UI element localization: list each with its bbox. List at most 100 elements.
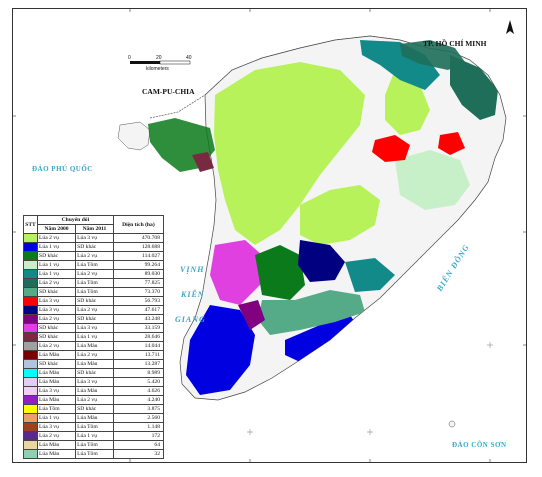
legend-color-box: [24, 414, 37, 422]
legend-swatch: [23, 305, 38, 315]
island-zone: [192, 152, 214, 172]
legend-from: SD khác: [36, 332, 77, 342]
legend-swatch: [23, 431, 38, 441]
legend-swatch: [23, 386, 38, 396]
legend-color-box: [24, 360, 37, 368]
legend-area: 172: [112, 431, 165, 441]
legend-from: Lúa 3 vụ: [36, 422, 77, 432]
legend-to: SD khác: [75, 314, 114, 324]
legend-area: 4.240: [112, 395, 165, 405]
legend-row: Lúa 2 vụ Lúa 3 vụ 470.708: [23, 233, 165, 243]
legend-area: 89.030: [112, 269, 165, 279]
legend-swatch: [23, 278, 38, 288]
legend-header-row: STT Chuyển đổi Diện tích (ha): [23, 215, 165, 234]
legend-swatch: [23, 314, 38, 324]
legend-from: Lúa Tôm: [36, 404, 77, 414]
zone-lua1-tom: [395, 150, 470, 210]
legend-area: 99.264: [112, 260, 165, 270]
legend-row: Lúa 2 vụ SD khác 43.248: [23, 314, 165, 324]
legend-row: Lúa 3 vụ Lúa Màu 4.626: [23, 386, 165, 396]
phu-quoc-island: [117, 121, 151, 151]
scale-tick-20: 20: [156, 55, 162, 61]
legend-swatch: [23, 269, 38, 279]
legend-row: SD khác Lúa 2 vụ 114.027: [23, 251, 165, 261]
legend-swatch: [23, 350, 38, 360]
label-con-son: ĐẢO CÔN SƠN: [452, 441, 507, 449]
legend-area: 2.560: [112, 413, 165, 423]
legend-color-box: [24, 288, 37, 296]
legend-area: 64: [112, 440, 165, 450]
zone-other-tom: [258, 290, 365, 335]
legend-to: Lúa 3 vụ: [75, 323, 114, 333]
legend-from: SD khác: [36, 359, 77, 369]
legend-color-box: [24, 441, 37, 449]
legend-from: Lúa Màu: [36, 368, 77, 378]
legend-row: Lúa 2 vụ Lúa Màu 14.044: [23, 341, 165, 351]
legend-color-box: [24, 396, 37, 404]
label-cambodia: CAM-PU-CHIA: [142, 87, 195, 96]
legend-col-2000: Năm 2000: [36, 224, 77, 234]
legend-color-box: [24, 324, 37, 332]
legend-row: Lúa 1 vụ Lúa 2 vụ 89.030: [23, 269, 165, 279]
legend-col-group: Chuyển đổi: [37, 215, 114, 225]
legend-swatch: [23, 422, 38, 432]
legend-color-box: [24, 378, 37, 386]
legend-swatch: [23, 368, 38, 378]
scale-bar: [130, 60, 191, 65]
label-gulf-2: KIÊN: [181, 290, 205, 299]
legend-to: Lúa 2 vụ: [75, 350, 114, 360]
legend-area: 14.044: [112, 341, 165, 351]
legend-swatch: [23, 332, 38, 342]
legend-from: Lúa Màu: [36, 449, 77, 459]
legend-color-box: [24, 369, 37, 377]
legend-area: 1.148: [112, 422, 165, 432]
zone-lua2-lua3: [300, 185, 380, 245]
legend-color-box: [24, 297, 37, 305]
legend-area: 470.708: [112, 233, 165, 243]
legend-area: 114.027: [112, 251, 165, 261]
legend-swatch: [23, 395, 38, 405]
scale-unit: kilometers: [146, 66, 169, 72]
legend-area: 4.626: [112, 386, 165, 396]
zone-lua2-tom: [450, 55, 498, 120]
legend-swatch: [23, 323, 38, 333]
legend-area: 32: [112, 449, 165, 459]
legend-to: Lúa 2 vụ: [75, 395, 114, 405]
legend-color-box: [24, 315, 37, 323]
legend-color-box: [24, 234, 37, 242]
legend-color-box: [24, 387, 37, 395]
legend-area: 43.248: [112, 314, 165, 324]
label-hcm: TP. HỒ CHÍ MINH: [423, 39, 487, 48]
legend-to: Lúa Tôm: [75, 287, 114, 297]
legend-swatch: [23, 341, 38, 351]
legend-swatch: [23, 359, 38, 369]
legend-area: 73.370: [112, 287, 165, 297]
legend-area: 13.287: [112, 359, 165, 369]
legend-color-box: [24, 432, 37, 440]
legend-to: Lúa 1 vụ: [75, 332, 114, 342]
legend-body: Lúa 2 vụ Lúa 3 vụ 470.708 Lúa 1 vụ SD khác 12…: [23, 233, 165, 459]
legend-swatch: [23, 449, 38, 459]
legend-row: Lúa 2 vụ Lúa Tôm 77.825: [23, 278, 165, 288]
legend-to: Lúa 3 vụ: [75, 233, 114, 243]
legend-from: Lúa 1 vụ: [36, 260, 77, 270]
legend-row: Lúa Màu Lúa 3 vụ 5.420: [23, 377, 165, 387]
legend-color-box: [24, 450, 37, 458]
legend-area: 56.793: [112, 296, 165, 306]
zone-lua1-lua2: [345, 258, 395, 292]
legend-area: 47.617: [112, 305, 165, 315]
legend-swatch: [23, 233, 38, 243]
north-arrow-icon: [506, 20, 514, 34]
legend-to: Lúa Tôm: [75, 449, 114, 459]
legend-from: Lúa 1 vụ: [36, 413, 77, 423]
legend-row: Lúa 2 vụ Lúa 1 vụ 172: [23, 431, 165, 441]
legend-color-box: [24, 405, 37, 413]
legend-swatch: [23, 242, 38, 252]
legend-table: STT Chuyển đổi Diện tích (ha) Năm 2000 N…: [23, 215, 165, 459]
legend-row: SD khác Lúa Tôm 73.370: [23, 287, 165, 297]
legend-swatch: [23, 296, 38, 306]
legend-swatch: [23, 251, 38, 261]
legend-to: Lúa 2 vụ: [75, 305, 114, 315]
